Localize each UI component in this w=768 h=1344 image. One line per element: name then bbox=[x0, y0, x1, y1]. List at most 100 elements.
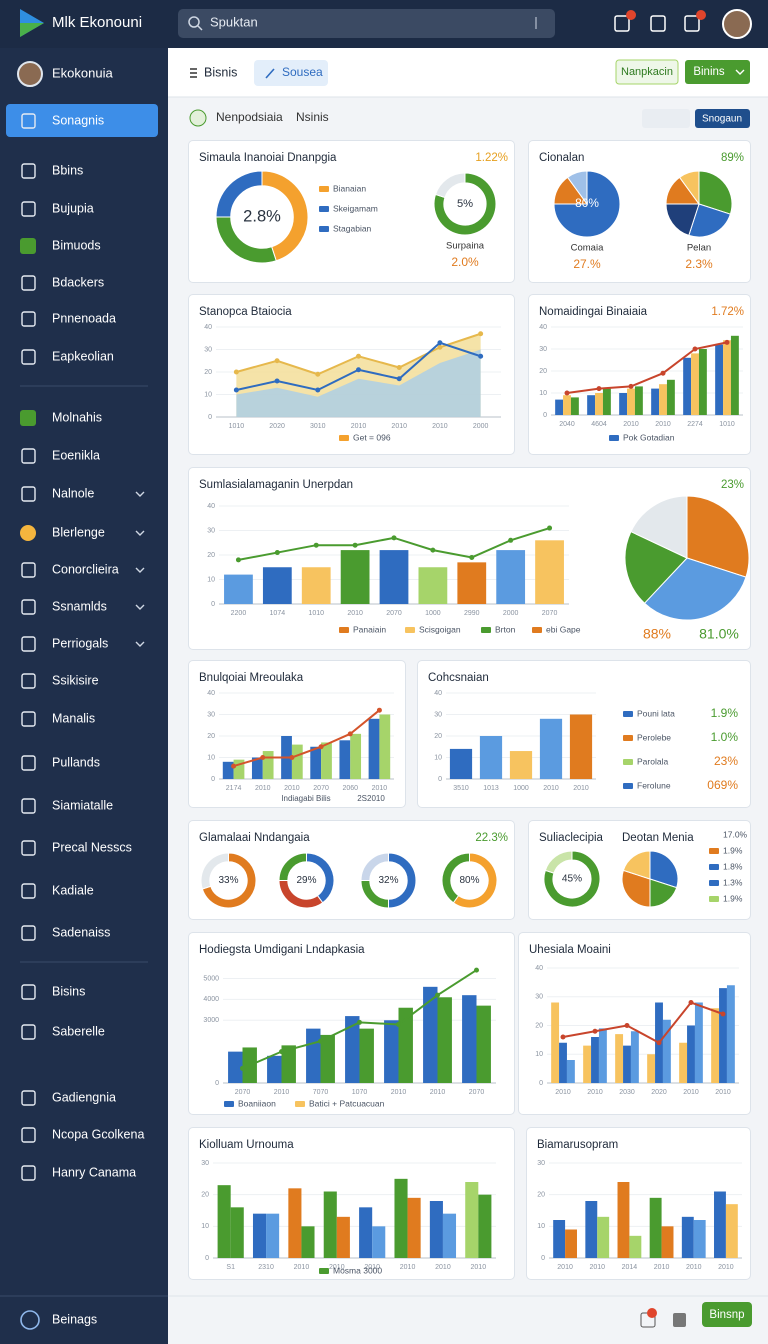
donut-segment bbox=[433, 172, 497, 236]
x-tick-label: 2200 bbox=[231, 610, 247, 617]
y-tick-label: 0 bbox=[543, 412, 547, 419]
item-icon bbox=[21, 448, 36, 464]
x-tick-label: 2274 bbox=[687, 421, 703, 428]
bar bbox=[539, 718, 563, 779]
legend-swatch bbox=[709, 896, 719, 902]
legend-swatch bbox=[481, 627, 491, 633]
nav-item[interactable]: Sonagnis bbox=[52, 113, 104, 127]
donut-segment bbox=[278, 852, 307, 881]
footer-icon bbox=[20, 1310, 40, 1330]
legend-label: ebi Gape bbox=[546, 624, 581, 634]
line bbox=[233, 709, 381, 768]
search-icon bbox=[188, 16, 200, 28]
nav-item[interactable]: Bisins bbox=[52, 984, 85, 998]
panel: Nomaidingai Binaiaia 1.72% 0 10 20 30 40 2040 46… bbox=[528, 294, 751, 455]
legend-value: 1.0% bbox=[711, 730, 739, 744]
bar bbox=[465, 1182, 479, 1258]
bar bbox=[730, 335, 739, 415]
legend-swatch bbox=[319, 206, 329, 212]
line-point bbox=[315, 387, 321, 393]
pie-slice bbox=[688, 203, 732, 238]
nav-item[interactable]: Bdackers bbox=[52, 275, 104, 289]
y-tick-label: 30 bbox=[207, 527, 215, 534]
logo-accent bbox=[20, 23, 44, 37]
nav-item[interactable]: Blerlenge bbox=[52, 525, 105, 539]
nav-item[interactable]: Pnnenoada bbox=[52, 311, 116, 325]
nav-item[interactable]: Siamiatalle bbox=[52, 798, 113, 812]
y-tick-label: 0 bbox=[539, 1080, 543, 1087]
panel-title: Bnulqoiai Mreoulaka bbox=[199, 672, 304, 684]
search-box bbox=[178, 9, 555, 38]
nav-item[interactable]: Manalis bbox=[52, 711, 95, 725]
chart-caption: Pelan bbox=[687, 243, 711, 254]
line-point bbox=[233, 369, 239, 375]
nav-item[interactable]: Nalnole bbox=[52, 486, 94, 500]
nav-item[interactable]: Molnahis bbox=[52, 410, 102, 424]
donut-segment bbox=[544, 850, 573, 874]
bar bbox=[222, 761, 234, 779]
bar bbox=[627, 388, 635, 415]
button-label[interactable]: Binins bbox=[693, 66, 725, 78]
bar bbox=[288, 1188, 302, 1258]
x-tick-label: 2020 bbox=[269, 423, 285, 430]
bar bbox=[224, 574, 253, 604]
bar bbox=[217, 1185, 231, 1258]
item-icon bbox=[21, 984, 36, 1000]
line-point bbox=[289, 755, 295, 760]
legend-label: Skeigamam bbox=[333, 203, 378, 213]
y-tick-label: 0 bbox=[541, 1255, 545, 1262]
bar bbox=[509, 751, 533, 779]
bar bbox=[591, 1037, 599, 1083]
x-tick-label: 2000 bbox=[503, 610, 519, 617]
y-tick-label: 10 bbox=[537, 1223, 545, 1230]
y-tick-label: 30 bbox=[434, 711, 442, 718]
button-label[interactable]: Snogaun bbox=[702, 114, 742, 125]
item-icon bbox=[21, 113, 36, 129]
nav-item[interactable]: Bimuods bbox=[52, 238, 101, 252]
legend-label: Stagabian bbox=[333, 223, 372, 233]
nav-item[interactable]: Ncopa Gcolkena bbox=[52, 1127, 144, 1141]
item-icon bbox=[21, 486, 36, 502]
nav-item[interactable]: Bbins bbox=[52, 163, 83, 177]
bar bbox=[623, 1045, 631, 1083]
x-tick-label: 1013 bbox=[483, 785, 499, 792]
nav-item[interactable]: Sadenaiss bbox=[52, 925, 110, 939]
nav-item[interactable]: Perriogals bbox=[52, 636, 108, 650]
chevron bbox=[135, 530, 145, 536]
nav-item[interactable]: Eoenikla bbox=[52, 448, 100, 462]
nav-item[interactable]: Precal Nesscs bbox=[52, 840, 132, 854]
y-tick-label: 40 bbox=[539, 324, 547, 331]
legend-swatch bbox=[709, 848, 719, 854]
button-label[interactable]: Nanpkacin bbox=[621, 66, 673, 78]
line-point bbox=[474, 967, 479, 973]
center-label: 80% bbox=[575, 196, 599, 210]
nav-item[interactable]: Ssikisire bbox=[52, 673, 99, 687]
button-label[interactable]: Binsnp bbox=[709, 1309, 744, 1321]
tab-label[interactable]: Sousea bbox=[282, 65, 323, 79]
nav-item[interactable]: Pullands bbox=[52, 755, 100, 769]
panel: Uhesiala Moaini 0 10 20 30 40 2010 2010 2030 2020… bbox=[518, 932, 751, 1115]
line-point bbox=[624, 1023, 630, 1028]
bar bbox=[649, 1197, 662, 1258]
panel-title: Nomaidingai Binaiaia bbox=[539, 306, 648, 318]
nav-item[interactable]: Gadiengnia bbox=[52, 1090, 116, 1104]
pie-slice bbox=[622, 850, 651, 880]
legend-swatch bbox=[532, 627, 542, 633]
item-icon bbox=[21, 1090, 36, 1106]
nav-item[interactable]: Conorclieira bbox=[52, 562, 119, 576]
bar bbox=[585, 1201, 598, 1258]
bar bbox=[423, 986, 438, 1083]
nav-item[interactable]: Ssnamlds bbox=[52, 599, 107, 613]
panel: Cionalan 89% 80% Comaia 27.% Pelan 2.3% bbox=[528, 140, 751, 283]
nav-item[interactable]: Kadiale bbox=[52, 883, 94, 897]
panel-chart: Biamarusopram 0 10 20 30 2010 2010 2014 2010 2010… bbox=[537, 1139, 742, 1271]
line-point bbox=[352, 542, 358, 548]
legend-swatch bbox=[709, 880, 719, 886]
nav-item[interactable]: Bujupia bbox=[52, 201, 94, 215]
nav-item[interactable]: Hanry Canama bbox=[52, 1165, 136, 1179]
x-tick-label: 2010 bbox=[573, 785, 589, 792]
nav-item[interactable]: Eapkeolian bbox=[52, 349, 114, 363]
nav-item[interactable]: Saberelle bbox=[52, 1024, 105, 1038]
donut-segment bbox=[543, 850, 601, 908]
bar bbox=[437, 997, 452, 1083]
